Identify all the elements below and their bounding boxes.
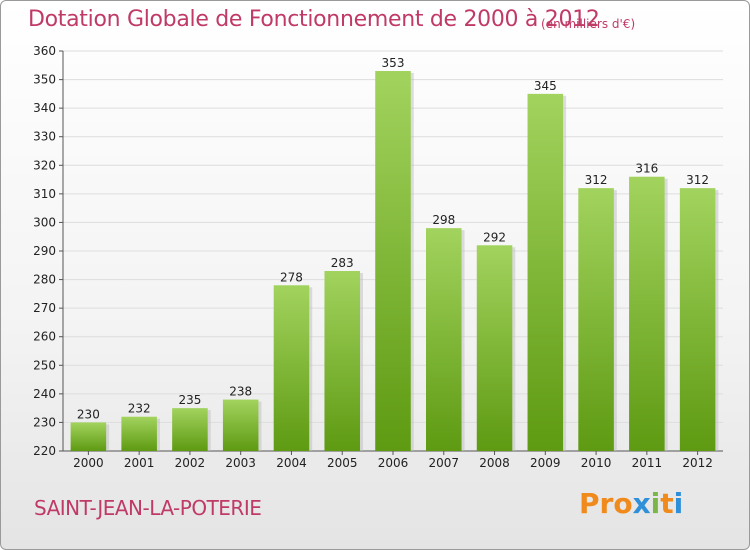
data-label-2000: 230	[77, 407, 100, 421]
y-tick-label: 330	[33, 130, 56, 144]
y-tick-label: 230	[33, 415, 56, 429]
x-tick-label-2006: 2006	[378, 456, 409, 470]
bar-2005	[324, 271, 360, 451]
y-tick-label: 250	[33, 358, 56, 372]
logo-letter: r	[599, 487, 614, 520]
y-tick-label: 320	[33, 158, 56, 172]
y-tick-label: 280	[33, 273, 56, 287]
bar-chart: 220 230 240 250 260 270 280 290 300 310 320 330 340 3…	[33, 44, 723, 470]
x-tick-label-2004: 2004	[276, 456, 307, 470]
logo-letter: x	[632, 487, 651, 520]
x-tick-label-2012: 2012	[682, 456, 713, 470]
y-tick-label: 290	[33, 244, 56, 258]
logo-letter: P	[579, 487, 600, 520]
y-tick-label: 300	[33, 215, 56, 229]
city-name: SAINT-JEAN-LA-POTERIE	[34, 496, 262, 520]
axes: 220 230 240 250 260 270 280 290 300 310 320 330 340 3…	[33, 44, 723, 470]
bar-2011	[629, 176, 665, 451]
data-label-2005: 283	[331, 256, 354, 270]
proxiti-logo[interactable]: Proxiti	[579, 487, 683, 520]
y-tick-label: 350	[33, 73, 56, 87]
data-label-2011: 316	[635, 162, 658, 176]
bar-2006	[375, 71, 411, 451]
data-label-2003: 238	[229, 385, 252, 399]
y-tick-label: 240	[33, 387, 56, 401]
bar-2007	[426, 228, 462, 451]
data-label-2010: 312	[585, 173, 608, 187]
x-tick-label-2005: 2005	[327, 456, 358, 470]
data-label-2012: 312	[686, 173, 709, 187]
unit-note: (en milliers d'€)	[541, 17, 636, 31]
bar-2010	[578, 188, 614, 451]
bar-2000	[70, 422, 107, 451]
data-labels: 230 232 235 238 278 283 353 298 292 345 312 316 312	[77, 56, 709, 421]
logo-letter: i	[650, 487, 661, 520]
data-label-2004: 278	[280, 270, 303, 284]
bar-2012	[679, 188, 716, 451]
x-tick-label-2009: 2009	[530, 456, 561, 470]
bars	[70, 71, 719, 451]
x-tick-label-2010: 2010	[581, 456, 612, 470]
y-tick-label: 310	[33, 187, 56, 201]
y-tick-label: 270	[33, 301, 56, 315]
x-tick-label-2002: 2002	[175, 456, 206, 470]
bar-2001	[121, 416, 157, 451]
chart-title: Dotation Globale de Fonctionnement de 20…	[28, 7, 600, 32]
bar-2009	[527, 93, 564, 451]
x-tick-label-2011: 2011	[632, 456, 663, 470]
data-label-2009: 345	[534, 79, 557, 93]
y-tick-label: 340	[33, 101, 56, 115]
data-label-2002: 235	[178, 393, 201, 407]
x-tick-label-2003: 2003	[225, 456, 256, 470]
logo-letter: t	[660, 487, 674, 520]
data-label-2007: 298	[432, 213, 455, 227]
y-tick-label: 260	[33, 330, 56, 344]
logo-letter: i	[673, 487, 684, 520]
x-tick-label-2001: 2001	[124, 456, 155, 470]
bar-2008	[476, 245, 513, 451]
data-label-2001: 232	[128, 402, 151, 416]
x-tick-label-2000: 2000	[73, 456, 104, 470]
data-label-2008: 292	[483, 230, 506, 244]
logo-letter: o	[613, 487, 633, 520]
bar-2002	[172, 408, 208, 451]
y-tick-label: 360	[33, 44, 56, 58]
data-label-2006: 353	[382, 56, 405, 70]
bar-2004	[273, 285, 310, 451]
y-tick-label: 220	[33, 444, 56, 458]
x-tick-label-2007: 2007	[428, 456, 459, 470]
bar-2003	[222, 399, 259, 451]
x-tick-label-2008: 2008	[479, 456, 510, 470]
